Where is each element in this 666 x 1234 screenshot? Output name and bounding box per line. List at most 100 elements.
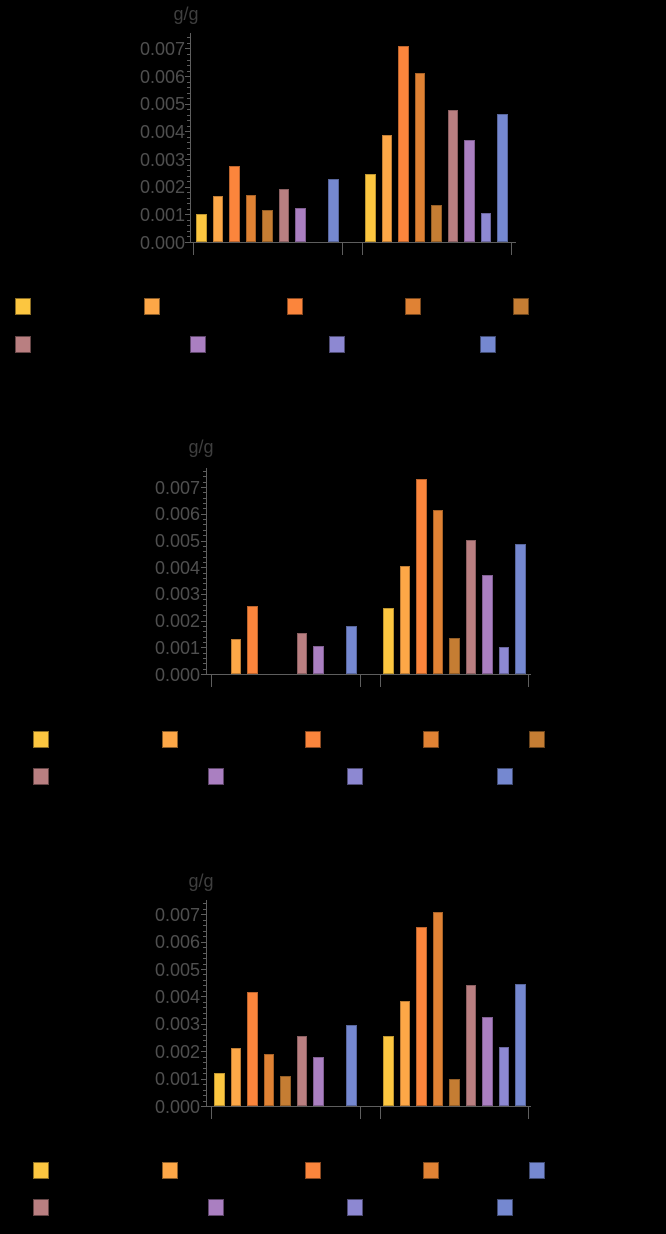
chart-1-legend-swatch-series1 [15, 298, 31, 315]
chart-3-y-minor-tick [203, 925, 206, 927]
chart-3-bar-group1-series7 [313, 1057, 324, 1106]
chart-3-y-minor-tick [203, 990, 206, 992]
chart-1-bar-group2-series4 [414, 73, 426, 242]
chart-2-y-minor-tick [203, 663, 206, 665]
chart-1-bar-group2-series7 [464, 139, 475, 242]
chart-2-y-major-tick [201, 513, 206, 515]
chart-1-y-minor-tick [187, 181, 190, 183]
chart-3-legend-swatch-series3 [305, 1162, 321, 1179]
chart-2-y-minor-tick [203, 508, 206, 510]
chart-3-legend-swatch-series9 [529, 1162, 545, 1179]
chart-3-y-minor-tick [203, 1073, 206, 1075]
chart-1-bar-group2-series1 [365, 174, 376, 242]
chart-2-bar-group1-series2 [230, 639, 242, 674]
chart-3-y-minor-tick [203, 1095, 206, 1097]
chart-3-y-minor-tick [203, 919, 206, 921]
chart-3-bar-group1-series5 [280, 1076, 291, 1106]
chart-1-y-minor-tick [187, 37, 190, 39]
chart-3-y-minor-tick [203, 936, 206, 938]
chart-2-y-minor-tick [203, 497, 206, 499]
chart-3-y-minor-tick [203, 985, 206, 987]
chart-3-bar-group2-series7 [482, 1017, 493, 1106]
chart-1-bar-group2-series2 [381, 134, 393, 242]
chart-3-y-minor-tick [203, 952, 206, 954]
chart-1-y-tick-label: 0.000 [139, 232, 185, 253]
chart-3-y-major-tick [201, 1023, 206, 1025]
chart-2-bar-group2-series8 [498, 646, 510, 674]
chart-1-y-minor-tick [187, 170, 190, 172]
chart-1-axis-label: g/g [173, 4, 199, 24]
chart-3-y-major-tick [201, 969, 206, 970]
chart-1-y-minor-tick [187, 42, 190, 44]
chart-1-y-minor-tick [187, 219, 190, 221]
chart-3-x-tick [528, 1107, 529, 1119]
chart-1-y-minor-tick [187, 125, 190, 127]
chart-1-bar-group1-series3 [229, 165, 240, 242]
chart-1-y-minor-tick [187, 114, 190, 116]
chart-2-bar-group1-series9 [346, 625, 357, 674]
chart-2-y-major-tick [201, 567, 206, 569]
chart-2-bar-group2-series5 [449, 638, 460, 674]
chart-2-y-tick-label: 0.000 [154, 664, 200, 685]
chart-3-bar-group1-series1 [214, 1072, 225, 1106]
chart-3-y-axis [206, 900, 207, 1107]
chart-2-y-minor-tick [203, 561, 206, 563]
chart-1-y-major-tick [185, 103, 190, 105]
chart-1-y-tick-label: 0.003 [139, 149, 185, 170]
chart-1-y-tick-label: 0.007 [139, 38, 185, 59]
chart-3-y-minor-tick [203, 974, 206, 976]
chart-2-bar-group1-series3 [247, 606, 258, 674]
chart-2-legend-swatch-series4 [423, 731, 439, 748]
chart-2-y-major-tick [201, 620, 206, 622]
chart-1-legend-swatch-series9 [480, 336, 496, 353]
chart-2-y-major-tick [201, 487, 206, 489]
chart-3-y-major-tick [201, 914, 206, 916]
chart-2-y-minor-tick [203, 572, 206, 574]
chart-1-y-tick-label: 0.004 [139, 121, 185, 142]
chart-1-y-minor-tick [187, 197, 190, 199]
chart-2-y-major-tick [201, 647, 206, 649]
chart-3-y-minor-tick [203, 1045, 206, 1047]
chart-2-bar-group2-series6 [465, 539, 477, 674]
chart-3-y-minor-tick [203, 1089, 206, 1091]
chart-1-y-minor-tick [187, 120, 190, 122]
chart-3-y-minor-tick [203, 1067, 206, 1069]
chart-2-y-minor-tick [203, 524, 206, 526]
chart-2-y-tick-label: 0.001 [154, 637, 200, 658]
chart-2-legend-swatch-series5 [529, 731, 545, 748]
chart-3-y-minor-tick [203, 1007, 206, 1009]
chart-2-y-minor-tick [203, 535, 206, 537]
chart-2-y-minor-tick [203, 641, 206, 643]
chart-2-y-minor-tick [203, 588, 206, 590]
chart-1-bar-group1-series9 [328, 178, 339, 242]
chart-2-y-minor-tick [203, 551, 206, 553]
chart-1-y-minor-tick [187, 87, 190, 89]
chart-3-y-minor-tick [203, 947, 206, 949]
chart-1-y-tick-label: 0.002 [139, 177, 185, 198]
chart-2-legend-swatch-series9 [497, 768, 513, 785]
chart-1-bar-group2-series9 [497, 114, 508, 242]
chart-1-y-major-tick [185, 214, 190, 216]
chart-3-y-minor-tick [203, 1056, 206, 1058]
chart-3-y-tick-label: 0.007 [154, 904, 200, 925]
chart-2-y-minor-tick [203, 519, 206, 521]
chart-3-y-major-tick [201, 1106, 206, 1107]
chart-2-bar-group2-series9 [515, 544, 526, 674]
chart-2-y-minor-tick [203, 668, 206, 670]
chart-3-y-tick-label: 0.002 [154, 1041, 200, 1062]
chart-3-bar-group1-series2 [230, 1048, 242, 1106]
chart-1-legend-swatch-series7 [190, 336, 206, 353]
chart-2-y-minor-tick [203, 604, 206, 606]
chart-2-y-minor-tick [203, 481, 206, 483]
chart-2-legend-swatch-series1 [33, 731, 49, 748]
chart-2-y-major-tick [201, 593, 206, 595]
chart-1-bar-group1-series7 [295, 208, 306, 242]
chart-2-legend-swatch-series8 [347, 768, 363, 785]
chart-3-y-minor-tick [203, 908, 206, 910]
chart-2-y-minor-tick [203, 657, 206, 659]
chart-3-bar-group1-series3 [247, 992, 258, 1106]
chart-2-y-tick-label: 0.004 [154, 557, 200, 578]
chart-2-y-minor-tick [203, 615, 206, 617]
chart-3-y-tick-label: 0.001 [154, 1069, 200, 1090]
chart-3-legend-swatch-series8 [347, 1199, 363, 1216]
